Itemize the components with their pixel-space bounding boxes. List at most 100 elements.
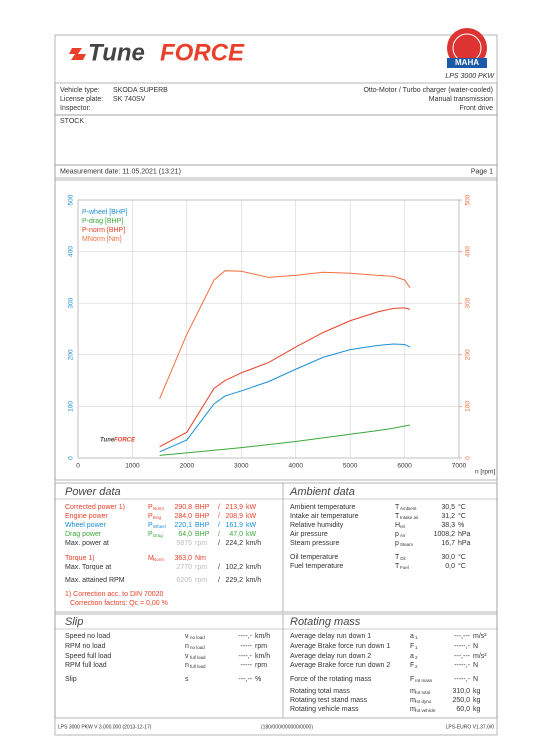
value: 0,0 [445, 563, 455, 570]
unit: kW [246, 531, 257, 538]
symbol-sub: Drag [153, 533, 163, 538]
symbol: a [410, 633, 414, 640]
field-value: SK 740SV [113, 96, 146, 103]
row-label: Steam pressure [290, 540, 340, 547]
symbol: T [395, 563, 400, 570]
separator: / [218, 564, 220, 571]
symbol: a [410, 653, 414, 660]
symbol-sub: full load [190, 664, 206, 669]
symbol: n [185, 662, 189, 669]
vehicle-info: Manual transmission [429, 96, 493, 103]
separator: / [218, 522, 220, 529]
value: 6205 [176, 577, 192, 584]
plot-area [77, 199, 460, 459]
symbol: p [395, 540, 399, 547]
legend-entry: MNorm [Nm] [82, 236, 122, 243]
symbol-sub: Steam [400, 542, 413, 547]
symbol: H [395, 522, 400, 529]
symbol-sub: rot dyno [415, 699, 432, 704]
legend-entry: P-wheel [BHP] [82, 209, 128, 216]
symbol-sub: Eng [153, 515, 162, 520]
row-label: Drag power [65, 531, 102, 538]
y2-tick-label: 100 [465, 401, 472, 412]
separator: / [218, 513, 220, 520]
row-label: RPM no load [65, 643, 106, 650]
measurement-date: Measurement date: 11.05.2021 (13:21) [60, 168, 181, 175]
unit: N [473, 662, 478, 669]
series-line [159, 343, 411, 453]
symbol-sub: full load [190, 655, 206, 660]
symbol: M [148, 555, 154, 562]
symbol-sub: rot mass [415, 678, 433, 683]
value: 310,0 [452, 688, 470, 695]
value: ---,--- [454, 653, 471, 660]
value: 2770 [176, 564, 192, 571]
separator: / [218, 531, 220, 538]
symbol: m [410, 697, 416, 704]
legend-entry: P-norm [BHP] [82, 227, 125, 234]
symbol-sub: Norm [153, 506, 164, 511]
unit: BHP [195, 531, 210, 538]
value: 363,0 [174, 555, 192, 562]
y-tick-label: 300 [68, 297, 75, 308]
row-label: Max. attained RPM [65, 577, 125, 584]
field-label: Inspector: [60, 105, 91, 112]
note: Correction factors: Qc = 0,00 % [70, 600, 168, 607]
separator: / [218, 540, 220, 547]
value: 250,0 [452, 697, 470, 704]
unit: BHP [195, 522, 210, 529]
symbol-sub: no load [190, 635, 205, 640]
page-number: Page 1 [471, 168, 493, 175]
unit: m/s² [473, 653, 487, 660]
value: 60,0 [456, 706, 470, 713]
row-label: Force of the rotating mass [290, 676, 372, 683]
row-label: Fuel temperature [290, 563, 343, 570]
value: 38,3 [441, 522, 455, 529]
y2-tick-label: 300 [465, 297, 472, 308]
unit: °C [458, 512, 466, 520]
separator: / [218, 504, 220, 511]
field-label: License plate: [60, 96, 103, 103]
value: ---,-- [238, 676, 252, 683]
row-label: Average Brake force run down 1 [290, 643, 390, 650]
symbol-sub: 2 [415, 664, 418, 669]
x-tick-label: 2000 [180, 463, 195, 470]
y2-tick-label: 400 [465, 246, 472, 257]
field-value: SKODA SUPERB [113, 87, 168, 94]
symbol-sub: no load [190, 645, 205, 650]
unit: rpm [255, 643, 267, 650]
y-tick-label: 200 [68, 349, 75, 360]
value: 290,8 [174, 504, 192, 511]
series-line [159, 270, 411, 399]
remark: STOCK [60, 118, 84, 125]
symbol: m [410, 706, 416, 713]
section-title: Slip [65, 616, 83, 628]
unit: °C [458, 553, 466, 561]
chart-logo: Tune [100, 438, 115, 444]
symbol-sub: Wheel [153, 524, 166, 529]
value: 16,7 [441, 540, 455, 547]
unit: N [473, 676, 478, 683]
y-tick-label: 400 [68, 246, 75, 257]
logo-text: Tune [88, 39, 145, 66]
unit: rpm [195, 564, 207, 571]
value: 229,2 [225, 577, 243, 584]
chart-logo: FORCE [114, 438, 136, 444]
unit: km/h [246, 564, 261, 571]
row-label: Speed full load [65, 653, 111, 660]
maha-band [447, 58, 487, 68]
unit: kg [473, 697, 481, 704]
value: 220,1 [174, 522, 192, 529]
y-tick-label: 100 [68, 401, 75, 412]
y-tick-label: 500 [68, 194, 75, 205]
power-box [54, 482, 498, 613]
symbol-sub: Fuel [400, 565, 409, 570]
y2-tick-label: 500 [465, 194, 472, 205]
value: 224,2 [225, 540, 243, 547]
row-label: Rotating total mass [290, 688, 350, 695]
symbol-sub: rot vehicle [415, 708, 436, 713]
row-label: Average delay run down 1 [290, 633, 371, 640]
y2-tick-label: 200 [465, 349, 472, 360]
logo: Tune FORCE [69, 39, 245, 66]
footer-text: (180/000/000000/0000) [261, 724, 313, 730]
